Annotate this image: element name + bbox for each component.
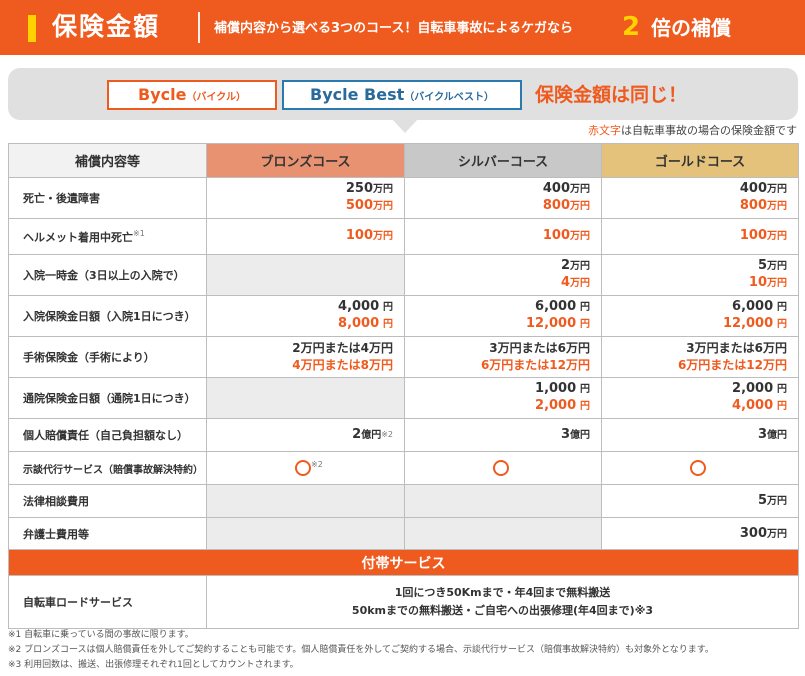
bronze-cell-empty — [206, 254, 405, 296]
column-header-coverage: 補償内容等 — [8, 143, 207, 178]
plan-tag-bycle-name: Bycle — [138, 85, 187, 104]
plan-tag-bycle: Bycle（バイクル） — [107, 80, 277, 110]
bronze-cell: 2億円※2 — [206, 418, 405, 452]
silver-cell: 2万円 4万円 — [404, 254, 602, 296]
row-label: 通院保険金日額（通院1日につき） — [8, 377, 207, 419]
table-row: ヘルメット着用中死亡※1 100万円 100万円 100万円 — [8, 218, 799, 255]
row-label: ヘルメット着用中死亡※1 — [8, 218, 207, 255]
silver-cell: 3万円または6万円 6万円または12万円 — [404, 336, 602, 378]
silver-cell: 1,000 円 2,000 円 — [404, 377, 602, 419]
gold-cell: 6,000 円 12,000 円 — [601, 295, 799, 337]
footnote-1: ※1 自転車に乗っている間の事故に限ります。 — [8, 630, 194, 640]
bronze-cell: 250万円 500万円 — [206, 177, 405, 219]
row-label: 弁護士費用等 — [8, 517, 207, 551]
bronze-cell: 4,000 円 8,000 円 — [206, 295, 405, 337]
gold-cell: 400万円 800万円 — [601, 177, 799, 219]
same-amount-text: 保険金額は同じ！ — [535, 84, 688, 106]
row-label: 示談代行サービス（賠償事故解決特約） — [8, 451, 207, 485]
header-emphasis-number: 2 — [622, 12, 641, 42]
gold-cell — [601, 451, 799, 485]
gold-cell: 5万円 10万円 — [601, 254, 799, 296]
header-divider — [198, 12, 200, 43]
gold-cell: 100万円 — [601, 218, 799, 255]
road-service-label: 自転車ロードサービス — [8, 575, 207, 629]
row-label: 個人賠償責任（自己負担額なし） — [8, 418, 207, 452]
bronze-cell-empty — [206, 377, 405, 419]
gold-cell: 5万円 — [601, 484, 799, 518]
column-header-silver: シルバーコース — [404, 143, 602, 178]
row-label: 法律相談費用 — [8, 484, 207, 518]
page-title: 保険金額 — [52, 12, 161, 41]
table-row: 入院保険金日額（入院1日につき） 4,000 円 8,000 円 6,000 円… — [8, 295, 799, 337]
section-header: 保険金額 補償内容から選べる3つのコース！自転車事故によるケガなら 2 倍の補償 — [0, 0, 805, 55]
table-row: 法律相談費用 5万円 — [8, 484, 799, 518]
table-row: 個人賠償責任（自己負担額なし） 2億円※2 3億円 3億円 — [8, 418, 799, 452]
bronze-cell-empty — [206, 517, 405, 551]
silver-cell — [404, 451, 602, 485]
silver-cell-empty — [404, 484, 602, 518]
footnote-2: ※2 ブロンズコースは個人賠償責任を外してご契約することも可能です。個人賠償責任… — [8, 645, 714, 655]
plan-tag-bycle-kana: （バイクル） — [186, 92, 246, 103]
row-label: 入院保険金日額（入院1日につき） — [8, 295, 207, 337]
gold-cell: 3万円または6万円 6万円または12万円 — [601, 336, 799, 378]
included-circle-icon — [690, 460, 706, 476]
banner-pointer — [392, 119, 418, 133]
road-service-line-2: 50kmまでの無料搬送・ご自宅への出張修理(年4回まで)※3 — [351, 604, 654, 617]
table-row: 入院一時金（3日以上の入院で） 2万円 4万円 5万円 10万円 — [8, 254, 799, 296]
gold-cell: 3億円 — [601, 418, 799, 452]
plan-tag-bycle-best-kana: （バイクルベスト） — [404, 92, 494, 103]
table-row: 弁護士費用等 300万円 — [8, 517, 799, 551]
gold-cell: 300万円 — [601, 517, 799, 551]
table-row: 通院保険金日額（通院1日につき） 1,000 円 2,000 円 2,000 円… — [8, 377, 799, 419]
plan-tag-bycle-best: Bycle Best（バイクルベスト） — [282, 80, 522, 110]
row-label: 手術保険金（手術により） — [8, 336, 207, 378]
road-service-line-1: 1回につき50Kmまで・年4回まで無料搬送 — [394, 586, 611, 599]
bronze-cell-empty — [206, 484, 405, 518]
red-text-explanation: は自転車事故の場合の保険金額です — [621, 124, 797, 137]
silver-cell-empty — [404, 517, 602, 551]
gold-cell: 2,000 円 4,000 円 — [601, 377, 799, 419]
extra-services-table: 付帯サービス 自転車ロードサービス 1回につき50Kmまで・年4回まで無料搬送 … — [8, 549, 799, 629]
column-header-gold: ゴールドコース — [601, 143, 799, 178]
silver-cell: 100万円 — [404, 218, 602, 255]
table-row: 示談代行サービス（賠償事故解決特約） ※2 — [8, 451, 799, 485]
footnote-3: ※3 利用回数は、搬送、出張修理それぞれ1回としてカウントされます。 — [8, 660, 299, 670]
row-label: 入院一時金（3日以上の入院で） — [8, 254, 207, 296]
included-circle-icon — [295, 460, 311, 476]
table-row: 手術保険金（手術により） 2万円または4万円 4万円または8万円 3万円または6… — [8, 336, 799, 378]
red-text-note: 赤文字は自転車事故の場合の保険金額です — [588, 124, 797, 138]
header-emphasis-text: 倍の補償 — [651, 16, 731, 40]
red-text-word: 赤文字 — [588, 124, 621, 137]
silver-cell: 6,000 円 12,000 円 — [404, 295, 602, 337]
table-header-row: 補償内容等 ブロンズコース シルバーコース ゴールドコース — [8, 143, 799, 178]
bronze-cell: ※2 — [206, 451, 405, 485]
silver-cell: 3億円 — [404, 418, 602, 452]
bronze-cell: 100万円 — [206, 218, 405, 255]
coverage-table: 補償内容等 ブロンズコース シルバーコース ゴールドコース 死亡・後遺障害 25… — [8, 143, 799, 551]
road-service-value: 1回につき50Kmまで・年4回まで無料搬送 50kmまでの無料搬送・ご自宅への出… — [206, 575, 799, 629]
footnotes: ※1 自転車に乗っている間の事故に限ります。 ※2 ブロンズコースは個人賠償責任… — [8, 628, 714, 673]
bronze-cell: 2万円または4万円 4万円または8万円 — [206, 336, 405, 378]
silver-cell: 400万円 800万円 — [404, 177, 602, 219]
plan-tag-bycle-best-name: Bycle Best — [310, 85, 405, 104]
included-circle-icon — [493, 460, 509, 476]
table-row: 死亡・後遺障害 250万円 500万円 400万円 800万円 400万円 80… — [8, 177, 799, 219]
column-header-bronze: ブロンズコース — [206, 143, 405, 178]
extra-services-title: 付帯サービス — [8, 549, 799, 576]
row-label: 死亡・後遺障害 — [8, 177, 207, 219]
header-accent-bar — [28, 15, 36, 42]
header-subtitle: 補償内容から選べる3つのコース！自転車事故によるケガなら — [214, 21, 574, 36]
